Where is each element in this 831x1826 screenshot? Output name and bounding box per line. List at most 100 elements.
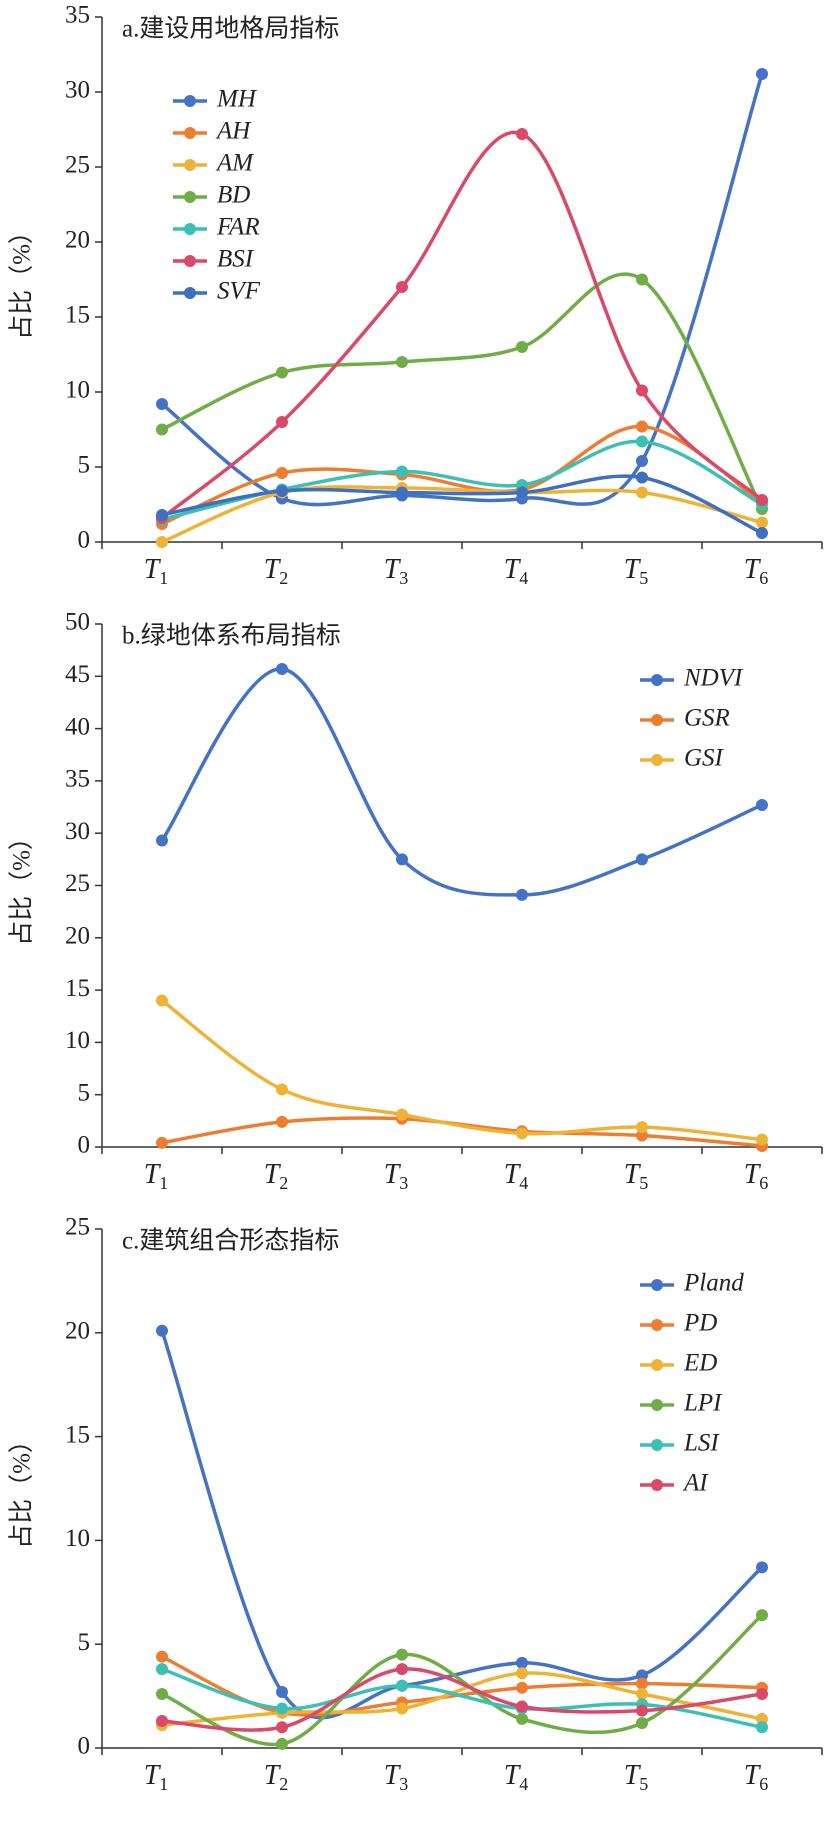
point (276, 1115, 288, 1128)
point (156, 1650, 168, 1663)
legend-label: FAR (216, 214, 260, 241)
point (156, 398, 168, 410)
series-line (161, 1667, 763, 1729)
x-tick-label: T5 (624, 1760, 649, 1794)
legend-label: BD (217, 182, 250, 209)
point (756, 1721, 768, 1734)
point (636, 420, 648, 433)
y-tick-label: 20 (65, 1318, 90, 1345)
y-axis-label: 占比（%） (8, 825, 36, 946)
legend-marker (184, 255, 196, 267)
y-tick-label: 30 (65, 818, 90, 845)
x-tick-label: T4 (504, 554, 529, 588)
point (516, 1656, 528, 1669)
point (516, 1127, 528, 1140)
y-tick-label: 5 (78, 1629, 91, 1656)
y-tick-label: 0 (78, 1132, 91, 1159)
point (396, 1679, 408, 1692)
point (756, 68, 768, 80)
y-tick-label: 10 (65, 377, 90, 404)
x-tick-label: T6 (744, 554, 769, 588)
point (156, 1663, 168, 1676)
legend-marker (651, 1319, 663, 1331)
point (396, 356, 408, 368)
x-tick-label: T1 (144, 1159, 169, 1193)
point (396, 281, 408, 293)
y-tick-label: 30 (65, 77, 90, 104)
point (516, 1667, 528, 1680)
legend-label: LSI (683, 1430, 720, 1457)
y-tick-label: 0 (78, 1733, 91, 1760)
chart-title: b.绿地体系布局指标 (122, 622, 341, 650)
point (636, 1121, 648, 1134)
y-tick-label: 45 (65, 661, 90, 688)
y-tick-label: 20 (65, 923, 90, 950)
x-tick-label: T3 (384, 1159, 409, 1193)
point (636, 273, 648, 286)
y-tick-label: 0 (78, 527, 91, 554)
point (756, 1712, 768, 1725)
point (756, 1561, 768, 1574)
point (756, 494, 768, 506)
legend-label: AI (682, 1470, 709, 1497)
x-tick-label: T3 (384, 554, 409, 588)
legend-label: GSR (684, 705, 730, 732)
series-line (160, 130, 764, 520)
y-tick-label: 25 (65, 870, 90, 897)
point (276, 1685, 288, 1698)
chart-title: a.建设用地格局指标 (122, 15, 339, 43)
point (396, 486, 408, 499)
series-line (161, 485, 763, 544)
legend-label: SVF (217, 278, 261, 305)
point (756, 1609, 768, 1622)
point (156, 1136, 168, 1149)
legend-label: PD (683, 1310, 717, 1337)
y-tick-label: 10 (65, 1027, 90, 1054)
x-tick-label: T6 (744, 1760, 769, 1794)
point (156, 1688, 168, 1701)
x-tick-label: T4 (504, 1760, 529, 1794)
legend-label: ED (683, 1350, 717, 1377)
point (516, 1700, 528, 1713)
legend-marker (184, 191, 196, 203)
point (396, 853, 408, 866)
point (516, 486, 528, 499)
point (636, 1717, 648, 1730)
legend-label: NDVI (683, 665, 744, 692)
point (276, 1737, 288, 1750)
point (396, 1663, 408, 1676)
legend-marker (184, 95, 196, 107)
point (516, 341, 528, 353)
point (396, 1702, 408, 1715)
x-tick-label: T4 (504, 1159, 529, 1193)
y-axis-label: 占比（%） (8, 219, 36, 340)
point (276, 1083, 288, 1096)
legend-marker (184, 223, 196, 235)
point (636, 1677, 648, 1690)
legend-marker (184, 159, 196, 171)
x-tick-label: T5 (624, 1159, 649, 1193)
point (156, 509, 168, 521)
y-tick-label: 5 (78, 1079, 91, 1106)
point (156, 423, 168, 436)
point (276, 662, 288, 675)
legend-label: GSI (684, 745, 725, 772)
series-line (161, 474, 763, 535)
legend-label: AH (215, 118, 252, 145)
legend-label: LPI (683, 1390, 723, 1417)
legend-label: MH (216, 86, 258, 113)
point (156, 1715, 168, 1728)
point (276, 1721, 288, 1734)
y-tick-label: 15 (65, 302, 90, 329)
point (276, 485, 288, 497)
point (156, 994, 168, 1007)
point (396, 1108, 408, 1121)
point (516, 888, 528, 901)
y-tick-label: 25 (65, 152, 90, 179)
chart-title: c.建筑组合形态指标 (122, 1227, 339, 1255)
legend-marker (651, 714, 663, 726)
legend-label: BSI (217, 246, 255, 273)
y-tick-label: 40 (65, 713, 90, 740)
